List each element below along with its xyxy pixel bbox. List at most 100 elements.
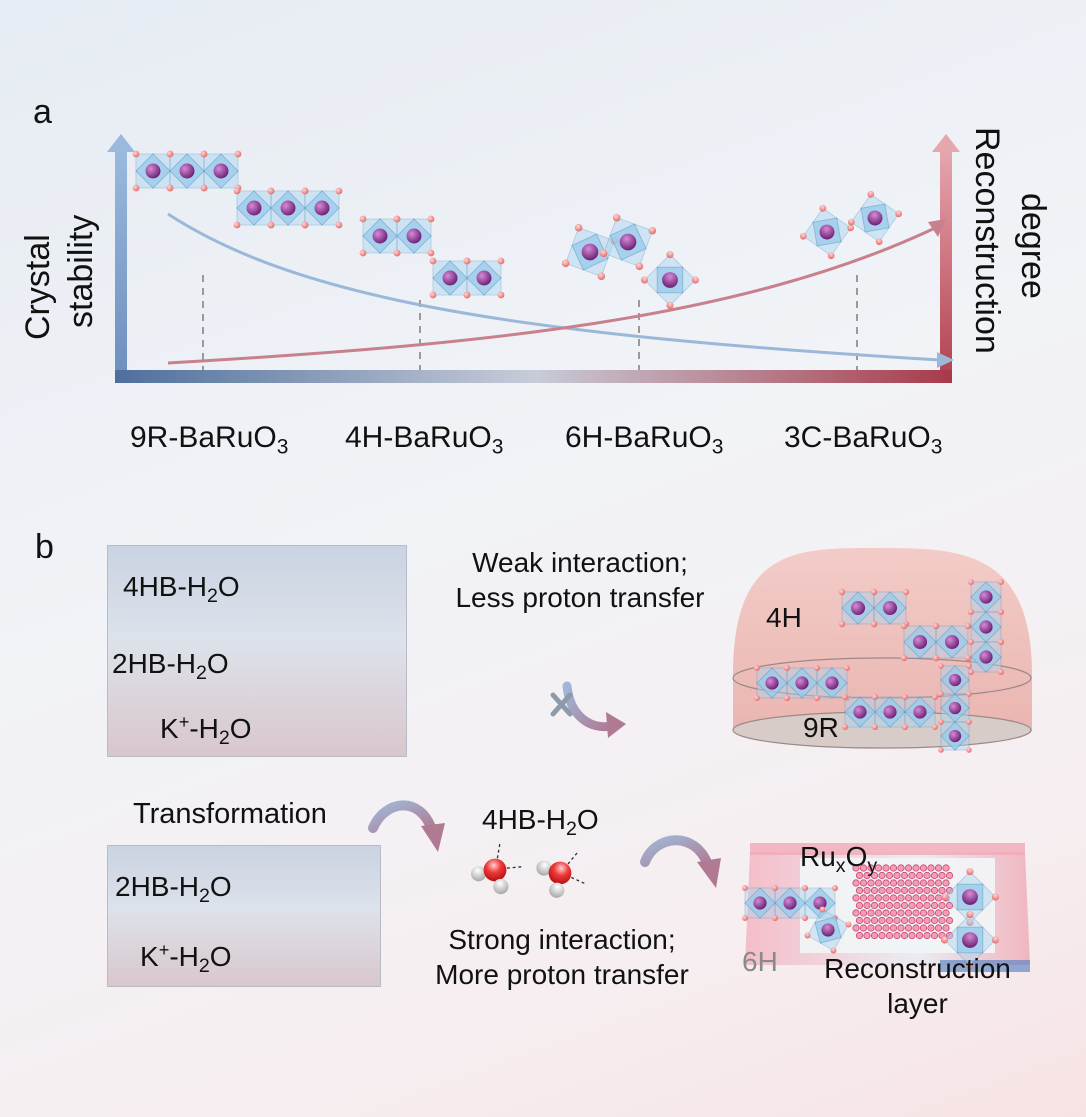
octahedron	[799, 204, 855, 260]
strong-interaction-text: Strong interaction; More proton transfer	[435, 924, 689, 990]
ruxoy-particle	[945, 901, 954, 910]
phase-label-4h: 4H-BaRuO3	[345, 421, 504, 459]
ruxoy-particle	[874, 864, 883, 872]
ruxoy-particle	[878, 886, 886, 895]
octahedron	[968, 579, 1004, 615]
ruxoy-particle	[930, 901, 939, 910]
ruxoy-particle	[945, 871, 954, 880]
reconstruction-trend-curve	[167, 226, 936, 365]
octahedron	[938, 691, 972, 725]
octahedron	[561, 223, 619, 281]
octahedron	[940, 867, 1000, 927]
dome-label-4h: 4H	[766, 602, 802, 633]
ruxoy-particle	[885, 901, 894, 910]
ruxoy-particle	[897, 879, 905, 887]
y-left-label-line1: Crystal	[19, 234, 57, 340]
reconstruction-trend-arrowhead	[928, 219, 946, 237]
ruxoy-particle	[878, 931, 886, 940]
ruxoy-particle	[863, 871, 871, 880]
octahedron	[938, 719, 972, 753]
ruxoy-particle	[900, 886, 909, 895]
ruxoy-particle	[908, 901, 916, 910]
ruxoy-particle	[904, 864, 913, 872]
ruxoy-particle	[915, 901, 924, 910]
octahedron	[784, 665, 820, 701]
octahedron	[359, 215, 401, 257]
box1-2hb-h2o: 2HB-H2O	[112, 648, 229, 684]
phase-axis	[115, 370, 952, 383]
ruxoy-particle	[885, 871, 894, 880]
ruxoy-particle	[878, 916, 886, 925]
ruxoy-particle	[870, 886, 879, 895]
ruxoy-particle	[934, 924, 943, 932]
stability-trend-arrowhead	[937, 352, 954, 368]
ruxoy-particle	[893, 916, 901, 925]
ruxoy-particle	[897, 909, 905, 917]
slab-label-6h: 6H	[742, 946, 778, 977]
octahedron	[870, 588, 910, 628]
ruxoy-particle	[867, 909, 875, 917]
ruxoy-particle	[923, 901, 931, 910]
ruxoy-particle	[923, 886, 931, 895]
octahedron	[804, 906, 852, 954]
ruxoy-particle	[852, 924, 860, 932]
stability-axis-arrowhead	[107, 134, 135, 152]
dome-structure	[732, 547, 1032, 753]
ruxoy-particle	[915, 916, 924, 925]
phase-label-9r: 9R-BaRuO3	[130, 421, 289, 459]
ruxoy-particle	[863, 931, 871, 940]
ruxoy-particle	[874, 894, 883, 902]
reconstruction-slab	[742, 843, 1030, 972]
ruxoy-particle	[859, 879, 868, 887]
ruxoy-particle	[938, 871, 946, 880]
transformation-arrowhead	[421, 823, 445, 852]
box1-k-h2o: K+-H2O	[160, 712, 252, 749]
ruxoy-particle	[938, 886, 946, 895]
ruxoy-particle	[889, 894, 898, 902]
ruxoy-particle	[882, 894, 890, 902]
ruxoy-particle	[934, 894, 943, 902]
transformation-arrow	[368, 800, 437, 835]
ruxoy-particle	[930, 916, 939, 925]
octahedron	[200, 150, 242, 192]
octahedron	[872, 694, 908, 730]
ruxoy-particle	[945, 886, 954, 895]
octahedron	[938, 663, 972, 697]
octahedron	[900, 622, 940, 662]
ruxoy-particle	[855, 886, 864, 895]
ruxoy-particle	[934, 909, 943, 917]
water-molecule	[471, 842, 524, 895]
stability-trend-curve	[167, 212, 941, 362]
ruxoy-particle	[859, 894, 868, 902]
ruxoy-label: RuxOy	[800, 841, 878, 877]
ruxoy-particle	[942, 924, 950, 932]
ruxoy-particle	[855, 901, 864, 910]
blocked-transition-arrowhead	[606, 712, 626, 738]
ruxoy-particle	[882, 924, 890, 932]
octahedron	[599, 213, 657, 271]
ruxoy-particle	[900, 916, 909, 925]
ruxoy-particle	[942, 879, 950, 887]
ruxoy-particle	[908, 916, 916, 925]
ruxoy-particle	[852, 894, 860, 902]
phase-label-3c: 3C-BaRuO3	[784, 421, 943, 459]
stability-axis	[115, 150, 127, 380]
ruxoy-particle	[893, 901, 901, 910]
ruxoy-particle	[900, 871, 909, 880]
phase-label-6h: 6H-BaRuO3	[565, 421, 724, 459]
box1-4hb-h2o: 4HB-H2O	[123, 571, 240, 607]
octahedron	[393, 215, 435, 257]
ruxoy-particle	[904, 894, 913, 902]
octahedron	[847, 190, 903, 246]
crystal-structures-a	[132, 150, 903, 310]
ruxoy-particle	[882, 909, 890, 917]
ruxoy-particle	[915, 871, 924, 880]
ruxoy-particle	[867, 864, 875, 872]
ruxoy-particle	[893, 871, 901, 880]
panel-b-label: b	[35, 528, 54, 566]
ruxoy-particle	[863, 886, 871, 895]
reconstruction-layer-text: Reconstruction layer	[824, 953, 1011, 1019]
ruxoy-particle	[897, 864, 905, 872]
ruxoy-particle	[930, 886, 939, 895]
ruxoy-particle	[908, 886, 916, 895]
